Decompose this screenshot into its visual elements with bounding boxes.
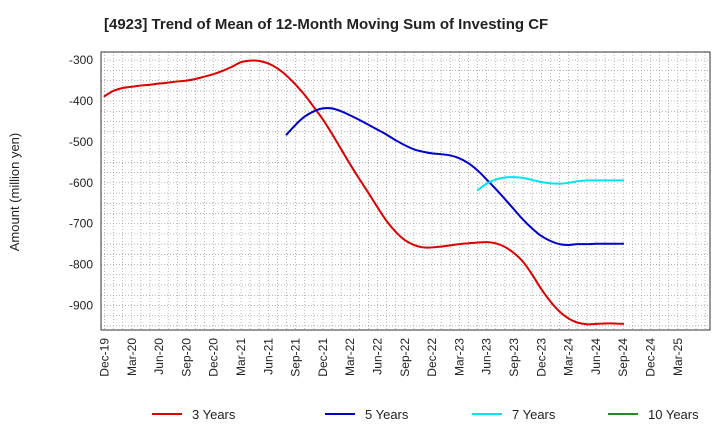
x-tick-label: Mar-24 bbox=[562, 338, 576, 376]
y-tick-label: -600 bbox=[69, 176, 93, 190]
x-tick-label: Sep-22 bbox=[398, 338, 412, 377]
x-tick-label: Jun-24 bbox=[589, 338, 603, 375]
x-tick-label: Jun-21 bbox=[261, 338, 275, 375]
x-tick-label: Sep-20 bbox=[179, 338, 193, 377]
chart-title: [4923] Trend of Mean of 12-Month Moving … bbox=[104, 16, 548, 33]
grid-lines bbox=[101, 52, 710, 330]
x-tick-label: Sep-24 bbox=[616, 338, 630, 377]
y-tick-label: -800 bbox=[69, 258, 93, 272]
x-tick-label: Dec-21 bbox=[316, 338, 330, 377]
x-tick-labels: Dec-19 Mar-20 Jun-20 Sep-20 Dec-20 Mar-21 Jun-… bbox=[98, 338, 685, 377]
y-tick-label: -900 bbox=[69, 298, 93, 312]
legend-label: 5 Years bbox=[365, 407, 409, 422]
x-tick-label: Dec-23 bbox=[534, 338, 548, 377]
plot-area bbox=[101, 52, 710, 330]
series-line-5-years bbox=[285, 107, 625, 246]
y-tick-label: -400 bbox=[69, 94, 93, 108]
legend-label: 10 Years bbox=[648, 407, 699, 422]
x-tick-label: Mar-23 bbox=[452, 338, 466, 376]
legend: 3 Years 5 Years 7 Years 10 Years bbox=[152, 407, 699, 422]
x-tick-label: Sep-21 bbox=[289, 338, 303, 377]
legend-label: 3 Years bbox=[192, 407, 236, 422]
x-tick-label: Mar-25 bbox=[671, 338, 685, 376]
y-tick-label: -500 bbox=[69, 135, 93, 149]
x-tick-label: Jun-20 bbox=[152, 338, 166, 375]
series-lines bbox=[103, 59, 625, 326]
plot-frame bbox=[100, 51, 711, 331]
x-tick-label: Dec-22 bbox=[425, 338, 439, 377]
legend-label: 7 Years bbox=[512, 407, 556, 422]
y-tick-label: -700 bbox=[69, 217, 93, 231]
x-tick-label: Mar-20 bbox=[125, 338, 139, 376]
x-tick-label: Jun-22 bbox=[371, 338, 385, 375]
y-tick-label: -300 bbox=[69, 53, 93, 67]
y-tick-labels: -300 -400 -500 -600 -700 -800 -900 bbox=[69, 53, 93, 312]
x-tick-label: Dec-19 bbox=[98, 338, 112, 377]
x-tick-label: Dec-24 bbox=[644, 338, 658, 377]
x-tick-label: Sep-23 bbox=[507, 338, 521, 377]
y-axis-label: Amount (million yen) bbox=[7, 133, 22, 252]
x-tick-label: Jun-23 bbox=[480, 338, 494, 375]
x-tick-label: Dec-20 bbox=[207, 338, 221, 377]
x-tick-label: Mar-21 bbox=[234, 338, 248, 376]
series-line-3-years bbox=[103, 59, 625, 326]
series-line-7-years bbox=[476, 176, 625, 192]
x-tick-label: Mar-22 bbox=[343, 338, 357, 376]
